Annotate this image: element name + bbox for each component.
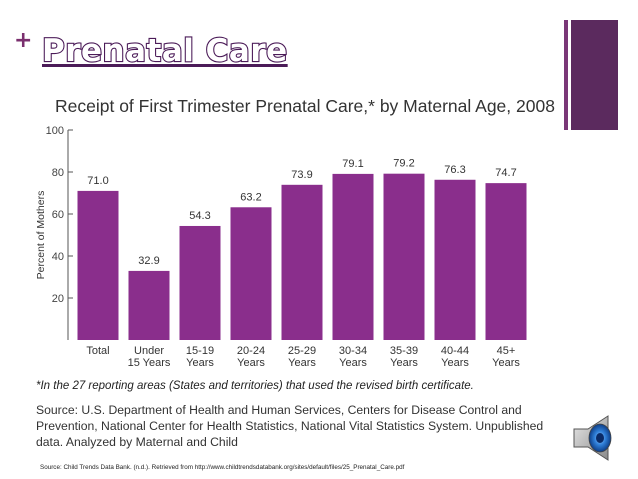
bar	[383, 173, 425, 340]
category-label: 35-39 Years	[390, 345, 418, 369]
bar-value-label: 54.3	[189, 210, 210, 222]
y-tick-label: 80	[52, 167, 64, 179]
chart-title: Receipt of First Trimester Prenatal Care…	[55, 96, 555, 116]
slide-title: Prenatal Care	[41, 33, 288, 69]
source-text: Source: U.S. Department of Health and Hu…	[36, 403, 544, 449]
bar-value-label: 71.0	[87, 175, 108, 187]
bar-value-label: 32.9	[138, 255, 159, 267]
category-label: 30-34 Years	[339, 345, 367, 369]
bar-value-label: 73.9	[291, 169, 312, 181]
y-tick-label: 60	[52, 209, 64, 221]
y-tick-label: 100	[46, 125, 64, 137]
bar	[434, 179, 476, 340]
y-tick-label: 20	[52, 293, 64, 305]
citation-text: Source: Child Trends Data Bank. (n.d.). …	[40, 464, 405, 471]
bar-value-label: 79.1	[342, 158, 363, 170]
bar	[332, 173, 374, 340]
bar	[77, 190, 119, 340]
bar-value-label: 74.7	[495, 167, 516, 179]
accent-block	[571, 20, 618, 130]
y-tick-label: 40	[52, 251, 64, 263]
plus-mark: +	[14, 28, 33, 53]
category-label: 20-24 Years	[237, 345, 265, 369]
bar-value-label: 63.2	[240, 191, 261, 203]
category-label: 40-44 Years	[441, 345, 469, 369]
chart-footnote: *In the 27 reporting areas (States and t…	[36, 380, 474, 392]
bar-value-label: 76.3	[444, 164, 465, 176]
speaker-icon[interactable]	[570, 412, 618, 469]
y-axis-title: Percent of Mothers	[35, 191, 47, 280]
category-label: 25-29 Years	[288, 345, 316, 369]
category-label: 15-19 Years	[186, 345, 214, 369]
bar	[230, 207, 272, 340]
category-label: Total	[86, 345, 109, 357]
bar	[281, 184, 323, 340]
bar	[179, 225, 221, 340]
category-label: Under 15 Years	[128, 345, 171, 369]
accent-line	[564, 20, 568, 130]
category-label: 45+ Years	[492, 345, 520, 369]
bar-value-label: 79.2	[393, 158, 414, 170]
bar	[485, 183, 527, 340]
bar	[128, 270, 170, 340]
